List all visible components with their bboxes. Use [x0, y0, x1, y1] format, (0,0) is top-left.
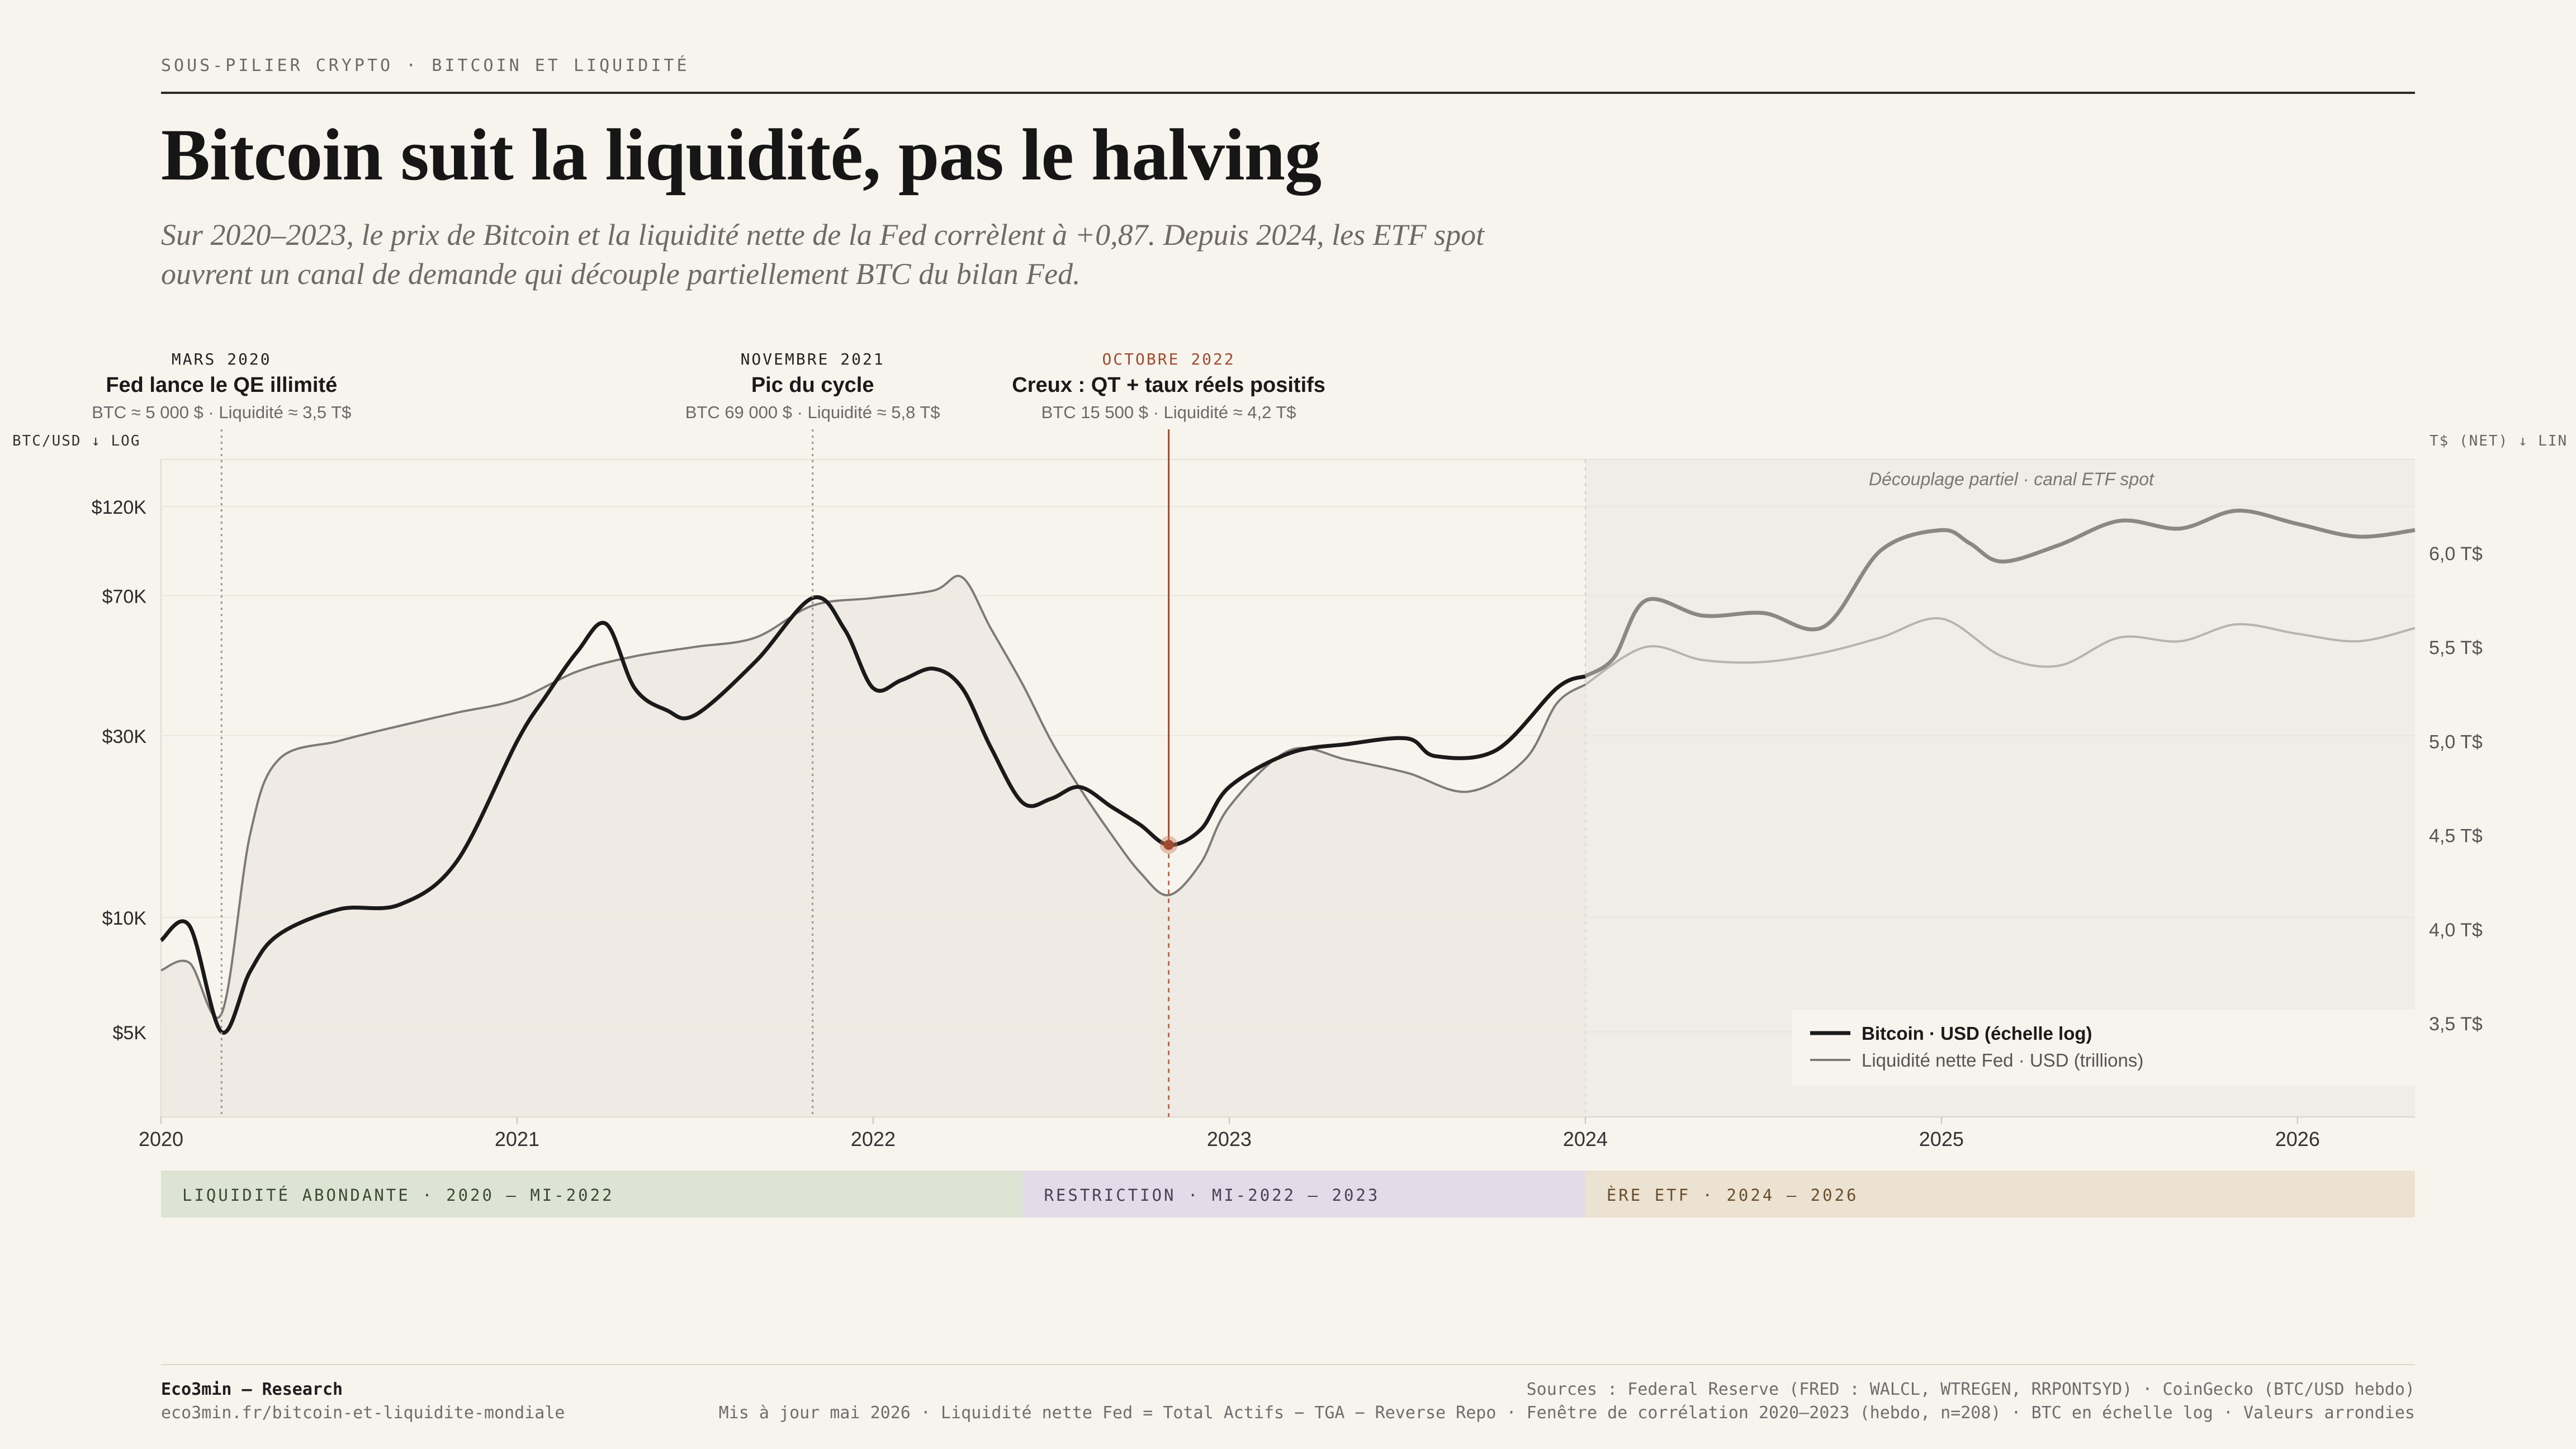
etf-shaded-region — [1585, 460, 2415, 1117]
annotation-title: Pic du cycle — [751, 373, 874, 397]
x-tick-label: 2025 — [1919, 1128, 1964, 1150]
y-left-axis-label: BTC/USD ↓ LOG — [12, 433, 141, 449]
kicker: SOUS-PILIER CRYPTO · BITCOIN ET LIQUIDIT… — [161, 56, 690, 75]
annotation-date: MARS 2020 — [172, 350, 272, 368]
liquidity-line — [160, 575, 1586, 1019]
y-right-tick-label: 4,0 T$ — [2429, 920, 2483, 941]
bitcoin-line — [159, 595, 1587, 1035]
subtitle-line-1: Sur 2020–2023, le prix de Bitcoin et la … — [161, 218, 1485, 252]
footer-brand: Eco3min — Research — [161, 1380, 343, 1399]
bitcoin-line-etf-era — [1584, 508, 2416, 678]
header-rule — [161, 92, 2415, 94]
y-right-tick-label: 5,5 T$ — [2429, 637, 2483, 659]
liquidity-area-fill — [161, 576, 1585, 1117]
subtitle: Sur 2020–2023, le prix de Bitcoin et la … — [161, 215, 1670, 293]
regime-label-2: RESTRICTION · MI-2022 – 2023 — [1044, 1186, 1380, 1205]
subtitle-line-2: ouvrent un canal de demande qui découple… — [161, 257, 1081, 291]
x-tick-label: 2023 — [1207, 1128, 1252, 1150]
regime-band-3 — [1585, 1171, 2415, 1218]
regime-label-3: ÈRE ETF · 2024 – 2026 — [1607, 1186, 1859, 1205]
y-left-tick-label: $10K — [102, 908, 147, 929]
y-right-tick-label: 4,5 T$ — [2429, 826, 2483, 847]
x-tick-label: 2026 — [2275, 1128, 2320, 1150]
y-left-tick-label: $120K — [92, 497, 147, 518]
x-tick-label: 2024 — [1563, 1128, 1608, 1150]
etf-region-label: Découplage partiel · canal ETF spot — [1869, 469, 2154, 489]
footer-note: Mis à jour mai 2026 · Liquidité nette Fe… — [718, 1403, 2415, 1423]
page-title: Bitcoin suit la liquidité, pas le halvin… — [161, 113, 1322, 196]
regime-label-1: LIQUIDITÉ ABONDANTE · 2020 – MI-2022 — [182, 1186, 614, 1205]
y-right-tick-label: 5,0 T$ — [2429, 731, 2483, 752]
annotation-detail: BTC 15 500 $ · Liquidité ≈ 4,2 T$ — [1041, 402, 1296, 422]
annotation-date: NOVEMBRE 2021 — [741, 350, 885, 368]
annotation-detail: BTC 69 000 $ · Liquidité ≈ 5,8 T$ — [685, 402, 940, 422]
annotation-title: Fed lance le QE illimité — [106, 373, 337, 397]
regime-band-2 — [1022, 1171, 1585, 1218]
x-tick-label: 2022 — [851, 1128, 896, 1150]
y-right-axis-label: T$ (NET) ↓ LIN — [2430, 433, 2568, 449]
liquidity-line-etf-era — [1584, 617, 2416, 686]
y-right-tick-label: 3,5 T$ — [2429, 1014, 2483, 1035]
annotation-point — [1163, 840, 1174, 850]
footer-url: eco3min.fr/bitcoin-et-liquidite-mondiale — [161, 1403, 565, 1423]
legend-box — [1792, 1010, 2415, 1086]
chart-legend: Bitcoin · USD (échelle log) Liquidité net… — [1792, 1010, 2415, 1086]
y-left-tick-label: $30K — [102, 726, 147, 747]
y-left-tick-label: $5K — [113, 1022, 147, 1044]
bitcoin-liquidity-chart: Découplage partiel · canal ETF spot $120K… — [12, 350, 2568, 1218]
legend-label-liquidity: Liquidité nette Fed · USD (trillions) — [1862, 1050, 2143, 1071]
annotation-title: Creux : QT + taux réels positifs — [1012, 373, 1325, 397]
legend-label-bitcoin: Bitcoin · USD (échelle log) — [1862, 1023, 2092, 1044]
annotation-date: OCTOBRE 2022 — [1102, 350, 1235, 368]
x-tick-label: 2021 — [495, 1128, 539, 1150]
y-right-tick-label: 6,0 T$ — [2429, 543, 2483, 565]
y-left-tick-label: $70K — [102, 586, 147, 607]
annotation-detail: BTC ≈ 5 000 $ · Liquidité ≈ 3,5 T$ — [92, 402, 351, 422]
x-tick-label: 2020 — [139, 1128, 183, 1150]
footer-sources: Sources : Federal Reserve (FRED : WALCL,… — [1526, 1380, 2415, 1399]
footer-rule — [161, 1364, 2415, 1365]
regime-band-1 — [161, 1171, 1023, 1218]
